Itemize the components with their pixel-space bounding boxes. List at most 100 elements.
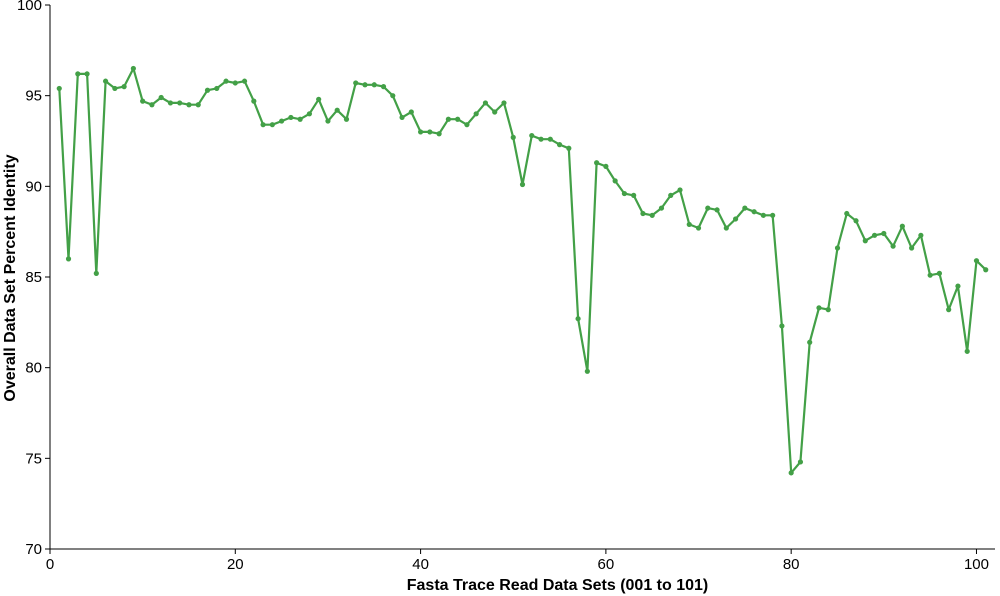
data-point [279, 118, 285, 124]
data-point [881, 230, 887, 237]
data-point [779, 323, 785, 329]
data-point [510, 134, 516, 140]
data-point [362, 82, 368, 88]
data-point [140, 98, 146, 104]
data-point [584, 368, 590, 374]
x-tick-label: 100 [964, 556, 989, 573]
x-tick-label: 80 [783, 556, 800, 573]
data-point [547, 136, 553, 142]
data-point [241, 78, 248, 84]
data-point [380, 84, 387, 90]
data-point [677, 187, 683, 193]
data-point [445, 116, 451, 122]
data-point [186, 102, 192, 108]
data-point [603, 163, 609, 169]
x-axis-title: Fasta Trace Read Data Sets (001 to 101) [407, 577, 708, 594]
data-point [705, 205, 711, 211]
data-point [112, 85, 118, 92]
data-point [93, 270, 99, 276]
x-tick-label: 40 [412, 556, 429, 573]
data-point [816, 305, 822, 311]
data-point [158, 94, 164, 101]
data-point [436, 131, 442, 137]
y-tick-label: 70 [25, 541, 42, 558]
data-point [204, 87, 211, 93]
data-point [297, 116, 303, 122]
data-point [918, 232, 924, 238]
data-point [223, 78, 229, 84]
data-point [538, 136, 544, 142]
data-point [834, 245, 841, 251]
x-tick-label: 20 [227, 556, 244, 573]
data-point [640, 210, 646, 217]
y-tick-label: 75 [25, 450, 42, 467]
data-point [177, 100, 183, 106]
data-point [56, 85, 62, 92]
data-point [760, 212, 766, 218]
data-point [251, 98, 257, 104]
data-point [973, 258, 980, 264]
data-point [121, 84, 127, 90]
data-point [807, 339, 813, 345]
data-point [130, 65, 136, 72]
data-point [102, 78, 109, 84]
data-point [955, 283, 961, 289]
data-point [343, 116, 350, 122]
data-point [417, 129, 424, 135]
data-point [723, 225, 729, 231]
series-layer [56, 65, 989, 476]
data-point [492, 109, 498, 115]
data-point [964, 348, 970, 354]
x-tick-label: 0 [46, 556, 54, 573]
data-point [232, 80, 238, 86]
data-point [84, 71, 90, 77]
data-point [797, 459, 804, 465]
data-point [566, 145, 572, 151]
data-point [482, 100, 489, 106]
y-tick-label: 80 [25, 360, 42, 377]
data-point [167, 100, 174, 106]
y-tick-label: 95 [25, 88, 42, 105]
data-point [742, 205, 748, 211]
data-point [501, 100, 507, 106]
data-point [844, 210, 850, 217]
y-tick-label: 90 [25, 178, 42, 195]
data-point [686, 221, 692, 228]
data-point [556, 142, 563, 148]
data-point [695, 225, 702, 231]
data-point [909, 245, 915, 251]
axes [49, 5, 995, 550]
data-point [575, 316, 581, 322]
data-point [927, 272, 933, 278]
data-point [371, 82, 377, 88]
data-point [770, 212, 776, 218]
data-point [983, 267, 989, 273]
data-point [65, 256, 72, 262]
data-point [325, 118, 331, 124]
data-point [668, 192, 674, 198]
y-ticks: 70 75 80 85 90 95 100 [17, 0, 50, 558]
data-point [334, 107, 340, 113]
data-point [936, 270, 943, 276]
y-tick-label: 85 [25, 269, 42, 286]
data-point [871, 232, 878, 238]
data-point [306, 111, 313, 117]
data-point [399, 114, 405, 121]
data-point [631, 192, 637, 198]
x-ticks: 0 20 40 60 80 100 [46, 549, 989, 573]
data-point [751, 209, 757, 215]
data-point [149, 102, 155, 108]
data-point [612, 178, 618, 184]
data-point [714, 207, 720, 213]
data-point [269, 122, 275, 128]
data-point [529, 132, 535, 139]
y-axis-title: Overall Data Set Percent Identity [2, 154, 19, 401]
data-point [195, 102, 201, 108]
data-point [214, 85, 220, 92]
data-point [658, 205, 665, 211]
data-point [390, 93, 396, 99]
data-point [464, 122, 470, 128]
data-point [946, 307, 952, 313]
data-point [899, 223, 905, 229]
